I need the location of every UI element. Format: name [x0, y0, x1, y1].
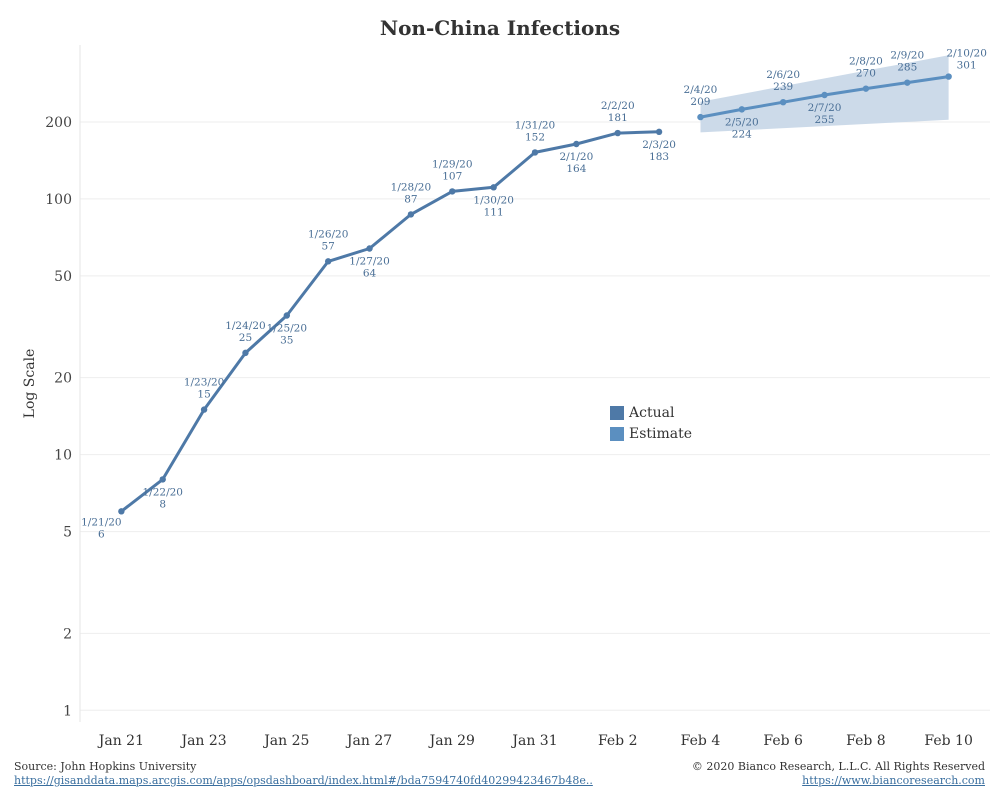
data-point[interactable]	[821, 91, 828, 99]
data-label-value: 6	[98, 528, 105, 540]
x-tick-label: Feb 2	[598, 733, 638, 749]
data-point[interactable]	[407, 211, 415, 218]
legend-item-actual[interactable]: Actual	[610, 402, 692, 423]
data-point[interactable]	[738, 106, 746, 113]
legend-swatch-actual	[610, 405, 624, 420]
data-label-value: 224	[732, 128, 752, 140]
data-label-value: 301	[957, 60, 977, 72]
data-label-value: 25	[239, 332, 252, 344]
data-point[interactable]	[200, 406, 208, 413]
series-line-actual	[119, 130, 661, 513]
data-point[interactable]	[118, 508, 125, 515]
y-tick-label: 5	[63, 525, 72, 541]
legend: Actual Estimate	[610, 402, 692, 444]
data-label-value: 107	[442, 170, 462, 182]
y-tick-label: 100	[45, 192, 72, 208]
chart-title: Non-China Infections	[379, 16, 621, 40]
data-point[interactable]	[862, 85, 870, 92]
data-label-date: 1/31/20	[515, 119, 555, 131]
data-point[interactable]	[945, 73, 952, 80]
data-label-value: 152	[525, 131, 545, 143]
source-link[interactable]: https://gisanddata.maps.arcgis.com/apps/…	[14, 774, 593, 787]
data-point[interactable]	[490, 184, 497, 191]
y-axis-label: Log Scale	[22, 349, 38, 419]
data-label-date: 2/10/20	[946, 48, 986, 60]
data-point[interactable]	[573, 140, 580, 148]
x-tick-label: Jan 31	[510, 733, 557, 749]
data-label-date: 1/27/20	[349, 255, 389, 267]
x-tick-label: Jan 23	[179, 733, 226, 749]
x-tick-label: Feb 4	[681, 733, 721, 749]
data-label-date: 2/2/20	[601, 100, 635, 112]
data-label-date: 1/22/20	[142, 486, 182, 498]
x-tick-label: Jan 25	[262, 733, 309, 749]
data-label-date: 1/23/20	[184, 377, 224, 389]
data-label-date: 2/5/20	[725, 116, 759, 128]
data-label-value: 270	[856, 68, 876, 80]
y-tick-label: 200	[45, 115, 72, 131]
data-label-value: 35	[280, 335, 293, 347]
data-point[interactable]	[904, 79, 911, 86]
data-label-value: 87	[404, 193, 417, 205]
y-tick-label: 20	[54, 371, 72, 387]
data-label-date: 1/26/20	[308, 228, 348, 240]
data-label-date: 2/8/20	[849, 56, 883, 68]
data-point[interactable]	[449, 188, 456, 195]
data-point[interactable]	[779, 98, 787, 106]
data-label-date: 2/3/20	[642, 139, 676, 151]
data-label-date: 2/9/20	[890, 50, 924, 62]
data-label-date: 1/21/20	[81, 516, 121, 528]
x-tick-label: Feb 6	[763, 733, 803, 749]
data-label-value: 15	[197, 389, 210, 401]
legend-label-actual: Actual	[629, 404, 675, 421]
data-label-date: 1/28/20	[391, 181, 431, 193]
data-label-date: 1/29/20	[432, 158, 472, 170]
y-tick-label: 2	[63, 626, 72, 642]
data-label-date: 2/1/20	[559, 151, 593, 163]
y-tick-label: 1	[63, 703, 72, 719]
data-point[interactable]	[242, 349, 249, 357]
legend-item-estimate[interactable]: Estimate	[610, 423, 692, 444]
x-tick-label: Jan 27	[345, 733, 392, 749]
copyright-text: © 2020 Bianco Research, L.L.C. All Right…	[691, 760, 985, 773]
data-label-date: 2/4/20	[684, 84, 718, 96]
x-tick-label: Feb 8	[846, 733, 886, 749]
data-label-value: 181	[608, 112, 628, 124]
data-label-value: 285	[897, 62, 917, 74]
data-point[interactable]	[283, 312, 291, 319]
data-point[interactable]	[531, 149, 539, 156]
data-label-value: 111	[484, 206, 504, 218]
y-tick-label: 10	[54, 448, 72, 464]
data-label-date: 2/7/20	[808, 102, 842, 114]
data-label-value: 183	[649, 151, 669, 163]
data-point[interactable]	[366, 245, 373, 252]
y-tick-label: 50	[54, 269, 72, 285]
data-label-value: 164	[566, 163, 586, 175]
data-label-value: 255	[815, 114, 835, 126]
data-label-date: 1/24/20	[225, 320, 265, 332]
data-point[interactable]	[697, 113, 704, 121]
website-link[interactable]: https://www.biancoresearch.com	[802, 774, 985, 787]
data-point[interactable]	[655, 128, 663, 136]
x-tick-label: Jan 21	[97, 733, 144, 749]
data-point[interactable]	[159, 476, 166, 483]
data-point[interactable]	[614, 129, 621, 137]
legend-label-estimate: Estimate	[629, 425, 693, 442]
data-label-date: 1/25/20	[267, 323, 307, 335]
data-label-value: 209	[690, 96, 710, 108]
data-label-date: 1/30/20	[473, 194, 513, 206]
data-label-value: 64	[363, 267, 377, 279]
x-tick-label: Feb 10	[924, 733, 972, 749]
source-text: Source: John Hopkins University	[14, 760, 197, 773]
data-label-value: 57	[321, 240, 334, 252]
data-label-value: 239	[773, 81, 793, 93]
data-label-value: 8	[159, 498, 166, 510]
data-point[interactable]	[324, 258, 332, 265]
legend-swatch-estimate	[610, 426, 624, 441]
data-label-date: 2/6/20	[766, 69, 800, 81]
x-tick-label: Jan 29	[428, 733, 475, 749]
